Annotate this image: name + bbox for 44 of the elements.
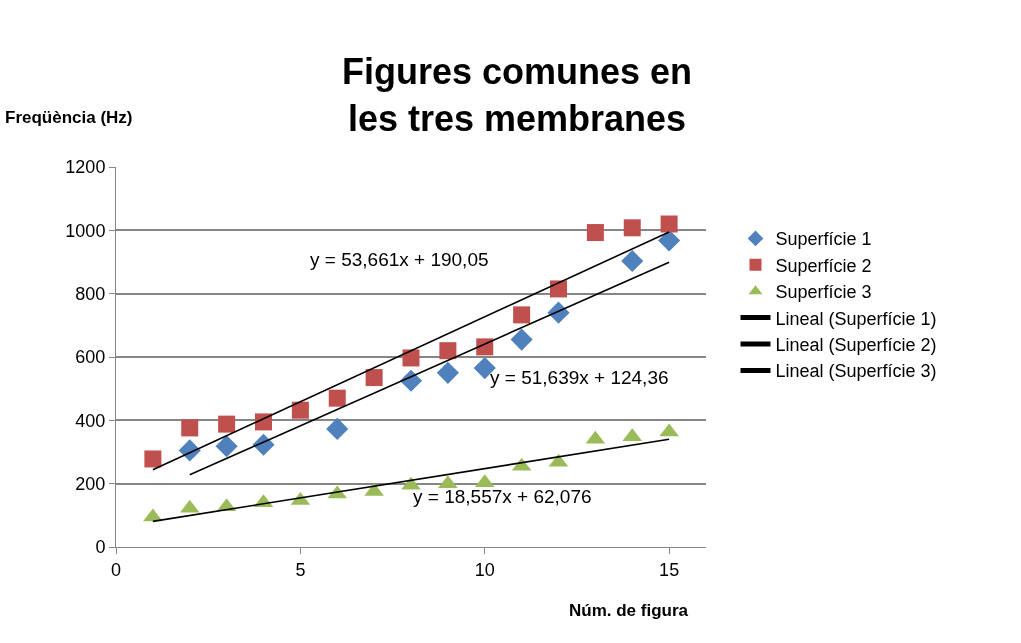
legend-label: Lineal (Superfície 3) xyxy=(775,361,937,382)
point xyxy=(365,369,383,387)
point xyxy=(291,401,309,419)
y-tick-label: 400 xyxy=(75,410,106,431)
x-tick-label: 10 xyxy=(474,559,495,580)
point xyxy=(623,219,641,237)
annotation: y = 51,639x + 124,36 xyxy=(490,367,669,388)
point xyxy=(326,417,349,440)
point xyxy=(586,224,604,242)
point xyxy=(510,328,533,351)
annotation: y = 53,661x + 190,05 xyxy=(310,249,489,270)
y-tick-label: 1200 xyxy=(65,157,106,178)
y-tick-label: 600 xyxy=(75,347,106,368)
legend-label: Superfície 2 xyxy=(775,255,872,276)
y-tick-label: 200 xyxy=(75,473,106,494)
point xyxy=(401,476,421,490)
x-tick-label: 0 xyxy=(110,559,122,580)
legend-label: Superfície 1 xyxy=(775,229,872,250)
point xyxy=(181,419,199,437)
point xyxy=(402,349,420,367)
point xyxy=(659,423,679,437)
point xyxy=(328,389,346,407)
y-tick-label: 800 xyxy=(75,283,106,304)
legend-label: Lineal (Superfície 2) xyxy=(775,335,937,356)
x-tick-label: 5 xyxy=(295,559,306,580)
point xyxy=(218,415,236,433)
point xyxy=(550,280,567,298)
point xyxy=(439,342,457,360)
annotation: y = 18,557x + 62,076 xyxy=(413,486,592,507)
point xyxy=(255,413,272,431)
y-tick-label: 0 xyxy=(95,537,106,558)
legend-label: Superfície 3 xyxy=(775,282,872,303)
point xyxy=(215,435,238,458)
x-axis-title: Núm. de figura xyxy=(569,601,689,620)
y-tick-label: 1000 xyxy=(65,220,106,241)
x-tick-label: 15 xyxy=(659,559,680,580)
chart-title: Figures comunes en les tres membranes xyxy=(342,51,693,139)
point xyxy=(144,450,162,468)
point xyxy=(621,250,644,273)
legend-label: Lineal (Superfície 1) xyxy=(775,308,937,329)
point xyxy=(513,306,531,324)
y-axis-title: Freqüència (Hz) xyxy=(5,108,133,127)
point xyxy=(660,215,678,233)
point xyxy=(436,361,459,384)
